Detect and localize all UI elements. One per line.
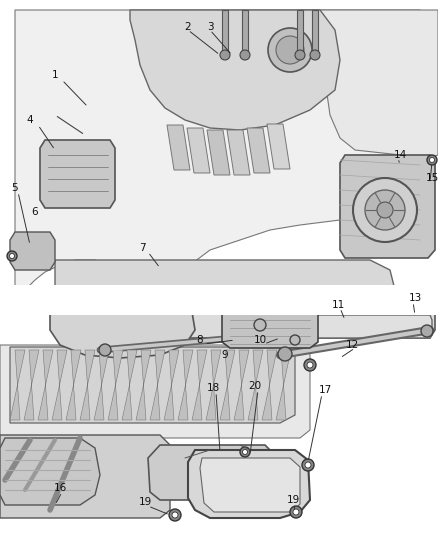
Polygon shape [164, 350, 179, 420]
Polygon shape [206, 350, 221, 420]
Circle shape [293, 509, 299, 515]
Polygon shape [300, 10, 438, 158]
Circle shape [240, 447, 250, 457]
Circle shape [276, 36, 304, 64]
Polygon shape [50, 290, 195, 358]
Text: 9: 9 [222, 350, 228, 360]
Circle shape [310, 50, 320, 60]
Polygon shape [248, 350, 263, 420]
Text: 14: 14 [393, 150, 406, 160]
Text: 10: 10 [254, 335, 267, 345]
Text: 1: 1 [52, 70, 58, 80]
Circle shape [268, 28, 312, 72]
Polygon shape [262, 350, 277, 420]
Polygon shape [66, 350, 81, 420]
Circle shape [377, 202, 393, 218]
Polygon shape [122, 350, 137, 420]
Text: 5: 5 [12, 183, 18, 193]
Circle shape [10, 254, 14, 259]
Polygon shape [15, 10, 435, 290]
Polygon shape [108, 350, 123, 420]
Polygon shape [38, 350, 53, 420]
Polygon shape [187, 128, 210, 173]
Polygon shape [0, 345, 310, 438]
Circle shape [240, 50, 250, 60]
Polygon shape [297, 10, 303, 55]
Polygon shape [340, 155, 435, 258]
Circle shape [243, 449, 247, 455]
Circle shape [353, 178, 417, 242]
Polygon shape [10, 232, 55, 270]
Text: 17: 17 [318, 385, 332, 395]
Polygon shape [55, 260, 395, 290]
Polygon shape [0, 435, 170, 518]
Circle shape [254, 319, 266, 331]
Polygon shape [136, 350, 151, 420]
Text: 12: 12 [346, 340, 359, 350]
Polygon shape [192, 350, 207, 420]
Circle shape [172, 512, 178, 518]
Text: 15: 15 [425, 173, 438, 183]
Polygon shape [0, 438, 100, 505]
Polygon shape [267, 124, 290, 169]
Circle shape [99, 344, 111, 356]
Text: 16: 16 [53, 483, 67, 493]
Polygon shape [10, 347, 295, 423]
Polygon shape [167, 125, 190, 170]
Circle shape [365, 190, 405, 230]
Circle shape [427, 155, 437, 165]
Text: 11: 11 [332, 300, 345, 310]
Polygon shape [220, 350, 235, 420]
Circle shape [278, 347, 292, 361]
Circle shape [430, 157, 434, 163]
Polygon shape [247, 128, 270, 173]
Polygon shape [94, 350, 109, 420]
Text: 2: 2 [185, 22, 191, 32]
Text: 8: 8 [197, 335, 203, 345]
Circle shape [305, 462, 311, 468]
Circle shape [169, 509, 181, 521]
Circle shape [7, 251, 17, 261]
Bar [0, 285, 438, 315]
Polygon shape [312, 10, 318, 55]
Circle shape [290, 506, 302, 518]
Text: 4: 4 [27, 115, 33, 125]
Polygon shape [178, 350, 193, 420]
Polygon shape [276, 350, 291, 420]
Circle shape [290, 335, 300, 345]
Polygon shape [222, 10, 228, 55]
Polygon shape [130, 10, 340, 130]
Polygon shape [234, 350, 249, 420]
Polygon shape [227, 130, 250, 175]
Text: 18: 18 [206, 383, 219, 393]
Polygon shape [10, 350, 25, 420]
Polygon shape [150, 350, 165, 420]
Circle shape [295, 50, 305, 60]
Polygon shape [200, 458, 300, 512]
Polygon shape [52, 350, 67, 420]
Circle shape [421, 325, 433, 337]
Polygon shape [188, 450, 310, 518]
Text: 3: 3 [207, 22, 213, 32]
Text: 20: 20 [248, 381, 261, 391]
Text: 6: 6 [32, 207, 38, 217]
Text: 13: 13 [408, 293, 422, 303]
Polygon shape [242, 10, 248, 55]
Polygon shape [80, 350, 95, 420]
Polygon shape [55, 292, 435, 338]
Polygon shape [207, 130, 230, 175]
Text: 7: 7 [139, 243, 145, 253]
Polygon shape [148, 445, 278, 500]
Circle shape [307, 362, 313, 368]
Circle shape [302, 459, 314, 471]
Polygon shape [40, 140, 115, 208]
Text: 19: 19 [138, 497, 152, 507]
Circle shape [304, 359, 316, 371]
Polygon shape [250, 315, 432, 338]
Text: 19: 19 [286, 495, 300, 505]
Polygon shape [24, 350, 39, 420]
Polygon shape [222, 305, 318, 348]
Circle shape [220, 50, 230, 60]
